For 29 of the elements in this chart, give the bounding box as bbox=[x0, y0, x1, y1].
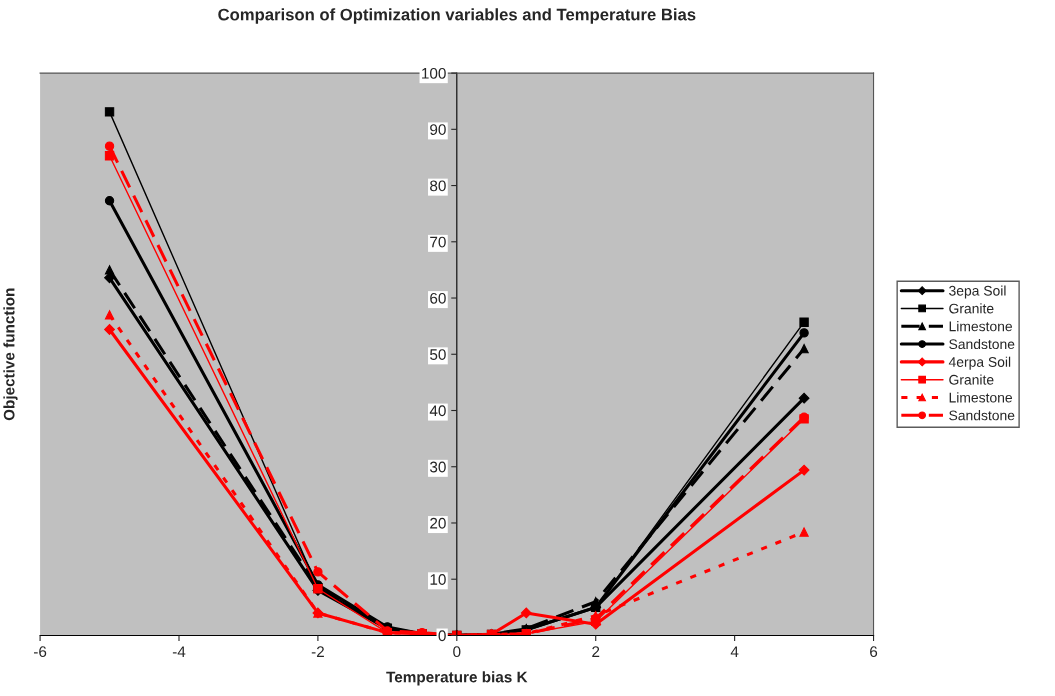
y-tick-label: 70 bbox=[430, 236, 446, 248]
y-tick-label: 30 bbox=[429, 461, 446, 473]
y-tick-label: 90 bbox=[430, 124, 446, 135]
y-tick-label: 10 bbox=[430, 574, 446, 585]
legend-label: Granite bbox=[949, 303, 994, 314]
y-tick-label: 80 bbox=[430, 180, 446, 192]
y-axis-title: Objective function bbox=[3, 288, 18, 421]
legend-label: Sandstone bbox=[949, 410, 1015, 421]
legend-label: 4erpa Soil bbox=[948, 356, 1011, 370]
legend-label: Granite bbox=[949, 374, 994, 385]
y-tick-label: 60 bbox=[430, 292, 446, 304]
chart-title: Comparison of Optimization variables and Temperature Bias bbox=[218, 8, 696, 24]
legend-label: Limestone bbox=[949, 392, 1013, 403]
legend-label: 3epa Soil bbox=[949, 285, 1006, 299]
x-tick-label: -4 bbox=[172, 646, 186, 657]
x-tick-label: 6 bbox=[870, 646, 878, 658]
y-tick-label: 20 bbox=[430, 517, 446, 529]
legend-label: Limestone bbox=[949, 321, 1013, 332]
y-tick-label: 40 bbox=[429, 405, 446, 417]
x-tick-label: -6 bbox=[33, 646, 47, 658]
x-tick-label: 0 bbox=[453, 646, 461, 658]
x-tick-label: 2 bbox=[592, 646, 600, 657]
x-tick-label: 4 bbox=[730, 646, 739, 657]
y-tick-label: 0 bbox=[438, 630, 446, 642]
y-tick-label: 100 bbox=[422, 67, 446, 79]
x-tick-label: -2 bbox=[311, 646, 324, 657]
x-axis-title: Temperature bias K bbox=[386, 671, 528, 686]
y-tick-label: 50 bbox=[430, 349, 446, 360]
legend-label: Sandstone bbox=[949, 338, 1015, 350]
